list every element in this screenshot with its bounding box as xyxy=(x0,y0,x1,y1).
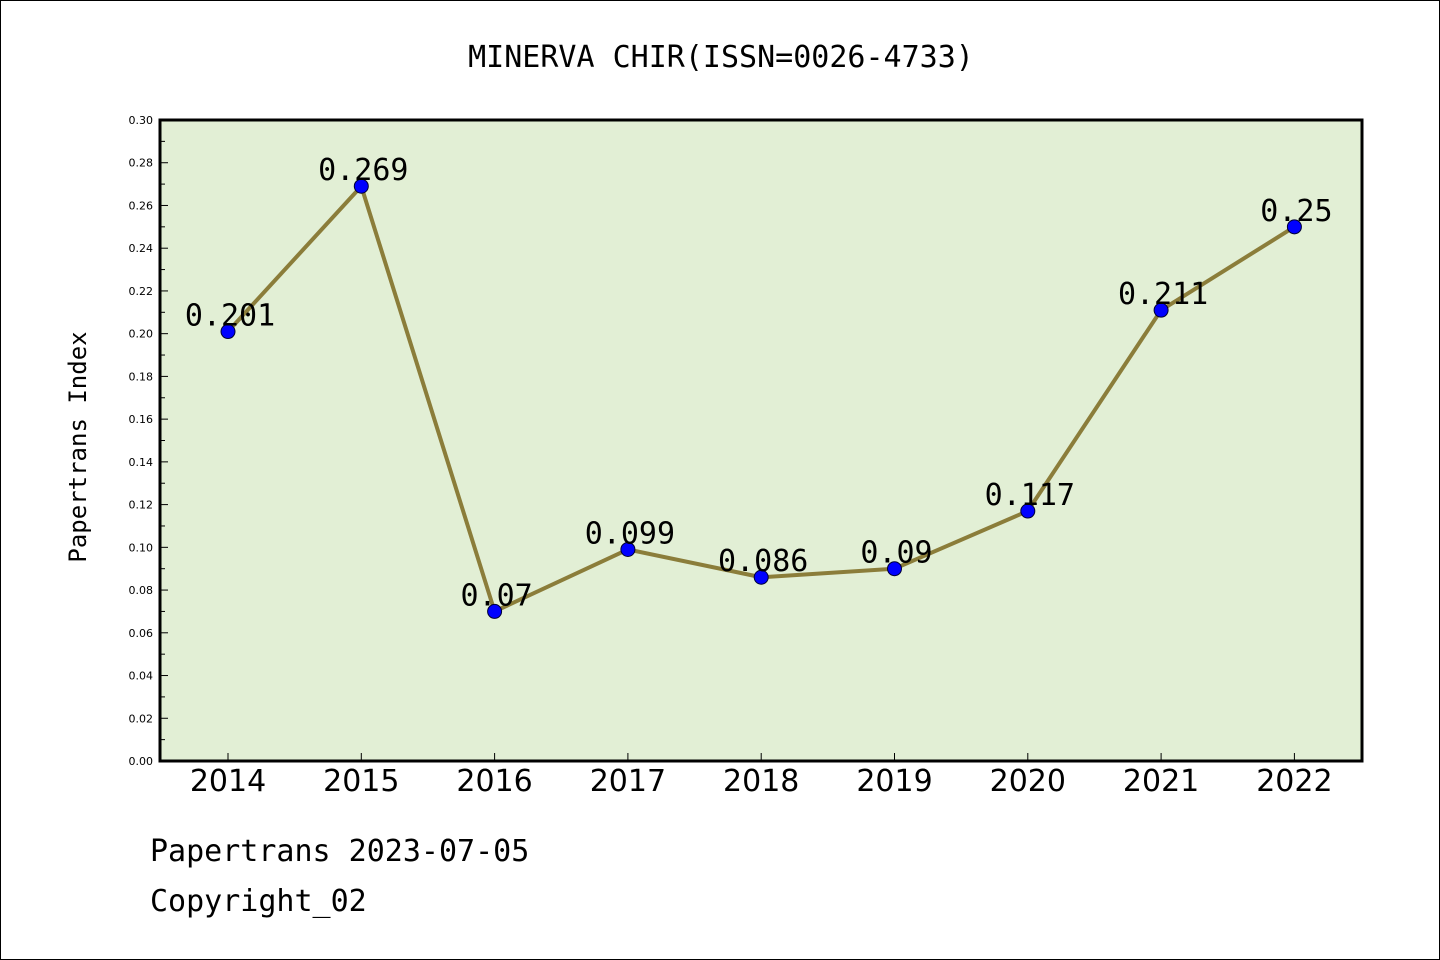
x-tick-label: 2019 xyxy=(856,764,932,799)
x-tick-label: 2016 xyxy=(456,764,532,799)
data-point xyxy=(753,569,769,585)
x-tick-label: 2014 xyxy=(190,764,266,799)
x-tick-label: 2017 xyxy=(590,764,666,799)
y-tick-label: 0.00 xyxy=(129,755,154,768)
x-tick-label: 2022 xyxy=(1256,764,1332,799)
y-axis: 0.00 0.02 0.04 0.06 0.08 0.10 0.12 0.14 0.16 0.18… xyxy=(129,114,168,768)
y-tick-label: 0.22 xyxy=(129,285,154,298)
x-axis: 2014 2015 2016 2017 2018 2019 2020 2021 2022 xyxy=(190,753,1333,799)
y-tick-label: 0.24 xyxy=(129,242,154,255)
data-point xyxy=(887,561,902,577)
y-tick-label: 0.10 xyxy=(129,541,154,554)
data-point xyxy=(487,603,503,619)
data-label: 0.117 xyxy=(985,478,1075,513)
x-tick-label: 2021 xyxy=(1123,764,1199,799)
y-tick-label: 0.18 xyxy=(129,370,154,383)
data-label: 0.211 xyxy=(1118,277,1208,312)
y-tick-label: 0.26 xyxy=(129,199,154,212)
data-point xyxy=(353,178,369,194)
series: 0.201 0.269 0.07 0.099 0.086 0.09 0.117 0.211 0.… xyxy=(185,153,1333,619)
y-tick-label: 0.02 xyxy=(129,712,154,725)
x-tick-label: 2020 xyxy=(990,764,1066,799)
data-point xyxy=(1286,219,1302,235)
footer-date: Papertrans 2023-07-05 xyxy=(150,834,530,869)
data-point xyxy=(620,541,636,557)
footer-copyright: Copyright_02 xyxy=(150,884,367,919)
data-point xyxy=(1153,302,1169,318)
x-tick-label: 2018 xyxy=(723,764,799,799)
data-label: 0.201 xyxy=(185,299,275,334)
y-tick-label: 0.16 xyxy=(129,413,154,426)
chart-title: MINERVA CHIR(ISSN=0026-4733) xyxy=(468,40,974,75)
y-tick-label: 0.28 xyxy=(129,157,154,170)
data-point xyxy=(220,324,236,340)
y-tick-label: 0.30 xyxy=(129,114,154,127)
x-tick-label: 2015 xyxy=(323,764,399,799)
y-axis-label: Papertrans Index xyxy=(64,331,92,562)
data-label: 0.269 xyxy=(318,153,408,188)
y-tick-label: 0.08 xyxy=(129,584,154,597)
y-tick-label: 0.04 xyxy=(129,670,154,683)
y-tick-label: 0.14 xyxy=(129,456,154,469)
y-tick-label: 0.12 xyxy=(129,499,154,512)
y-tick-label: 0.20 xyxy=(129,328,154,341)
data-point xyxy=(1020,503,1036,519)
data-label: 0.09 xyxy=(860,536,932,571)
data-label: 0.099 xyxy=(585,516,675,551)
data-label: 0.25 xyxy=(1260,194,1332,229)
data-label: 0.07 xyxy=(460,578,532,613)
plot-area xyxy=(158,118,1364,763)
data-label: 0.086 xyxy=(718,544,808,579)
y-tick-label: 0.06 xyxy=(129,627,154,640)
